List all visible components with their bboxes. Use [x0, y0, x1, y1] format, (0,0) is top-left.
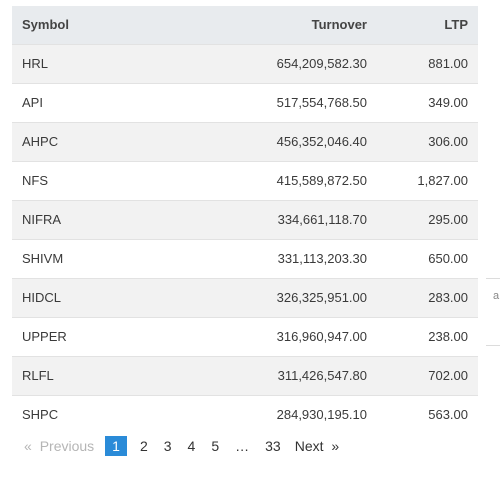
- pagination: « Previous 1 2 3 4 5 … 33 Next »: [14, 435, 349, 457]
- table-row[interactable]: HIDCL 326,325,951.00 283.00: [12, 278, 478, 317]
- cell-ltp: 563.00: [428, 407, 468, 423]
- cell-ltp: 881.00: [428, 56, 468, 71]
- cell-turnover: 284,930,195.10: [276, 407, 367, 423]
- header-turnover[interactable]: Turnover: [311, 17, 367, 33]
- cell-ltp: 238.00: [428, 329, 468, 344]
- page-button-2[interactable]: 2: [139, 438, 148, 454]
- cell-symbol: API: [22, 95, 43, 110]
- cell-symbol: HIDCL: [22, 290, 62, 305]
- cell-symbol: SHIVM: [22, 251, 64, 266]
- previous-button[interactable]: « Previous: [14, 436, 100, 456]
- clipped-text-fragment: a: [493, 290, 500, 302]
- cell-turnover: 456,352,046.40: [276, 134, 367, 149]
- cell-turnover: 326,325,951.00: [276, 290, 367, 305]
- divider: [486, 278, 500, 279]
- cell-turnover: 654,209,582.30: [276, 56, 367, 71]
- table-row[interactable]: NIFRA 334,661,118.70 295.00: [12, 200, 478, 239]
- cell-symbol: NIFRA: [22, 212, 61, 227]
- cell-symbol: HRL: [22, 56, 49, 71]
- divider: [486, 345, 500, 346]
- cell-symbol: SHPC: [22, 407, 59, 423]
- table-row[interactable]: API 517,554,768.50 349.00: [12, 83, 478, 122]
- table-header-row: Symbol Turnover LTP: [12, 6, 478, 44]
- double-chevron-right-icon: »: [331, 438, 340, 454]
- cell-symbol: RLFL: [22, 368, 54, 383]
- cell-ltp: 295.00: [428, 212, 468, 227]
- cell-ltp: 1,827.00: [417, 173, 468, 188]
- cell-turnover: 331,113,203.30: [277, 251, 367, 266]
- page-button-last[interactable]: 33: [265, 438, 281, 454]
- next-button[interactable]: Next »: [289, 436, 349, 456]
- cell-turnover: 316,960,947.00: [276, 329, 367, 344]
- previous-label: Previous: [39, 438, 95, 454]
- table-row[interactable]: SHPC 284,930,195.10 563.00: [12, 395, 478, 434]
- cell-ltp: 349.00: [428, 95, 468, 110]
- cell-turnover: 415,589,872.50: [276, 173, 367, 188]
- table-row[interactable]: AHPC 456,352,046.40 306.00: [12, 122, 478, 161]
- header-ltp[interactable]: LTP: [444, 17, 468, 33]
- cell-turnover: 517,554,768.50: [276, 95, 367, 110]
- cell-ltp: 702.00: [428, 368, 468, 383]
- page-button-3[interactable]: 3: [163, 438, 172, 454]
- table-row[interactable]: NFS 415,589,872.50 1,827.00: [12, 161, 478, 200]
- page-button-5[interactable]: 5: [211, 438, 220, 454]
- table-row[interactable]: HRL 654,209,582.30 881.00: [12, 44, 478, 83]
- header-symbol[interactable]: Symbol: [22, 17, 69, 33]
- page-button-4[interactable]: 4: [187, 438, 196, 454]
- table-row[interactable]: UPPER 316,960,947.00 238.00: [12, 317, 478, 356]
- cell-ltp: 306.00: [428, 134, 468, 149]
- page-button-1[interactable]: 1: [105, 436, 127, 456]
- double-chevron-left-icon: «: [24, 438, 32, 454]
- next-label: Next: [294, 438, 324, 454]
- table-row[interactable]: SHIVM 331,113,203.30 650.00: [12, 239, 478, 278]
- turnover-table: Symbol Turnover LTP HRL 654,209,582.30 8…: [12, 6, 478, 434]
- turnover-table-container: Symbol Turnover LTP HRL 654,209,582.30 8…: [12, 6, 478, 434]
- cell-symbol: UPPER: [22, 329, 67, 344]
- cell-turnover: 311,426,547.80: [277, 368, 367, 383]
- cell-ltp: 283.00: [428, 290, 468, 305]
- table-row[interactable]: RLFL 311,426,547.80 702.00: [12, 356, 478, 395]
- cell-symbol: AHPC: [22, 134, 59, 149]
- cell-symbol: NFS: [22, 173, 48, 188]
- cell-turnover: 334,661,118.70: [277, 212, 367, 227]
- page-ellipsis: …: [235, 438, 250, 454]
- cell-ltp: 650.00: [428, 251, 468, 266]
